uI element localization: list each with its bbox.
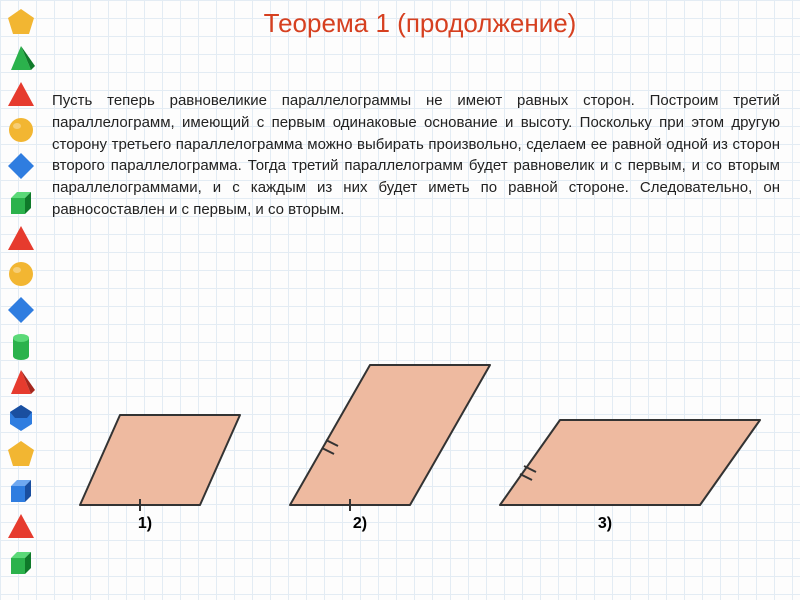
- parallelogram-1: 1): [80, 415, 240, 532]
- triangle-icon: [5, 222, 37, 254]
- sphere-icon: [5, 114, 37, 146]
- decorative-shape-sidebar: [0, 0, 42, 600]
- slide-page: Теорема 1 (продолжение) Пусть теперь рав…: [0, 0, 800, 600]
- parallelogram-3: 3): [500, 420, 760, 532]
- cylinder-icon: [5, 330, 37, 362]
- sphere-icon: [5, 258, 37, 290]
- pentagon-icon: [5, 6, 37, 38]
- theorem-body-text: Пусть теперь равновеликие параллелограмм…: [52, 90, 780, 221]
- figure-label-1: 1): [138, 515, 152, 532]
- cube-icon: [5, 546, 37, 578]
- triangle-icon: [5, 510, 37, 542]
- diamond-icon: [5, 150, 37, 182]
- pyramid-icon: [5, 366, 37, 398]
- figure-label-2: 2): [353, 515, 367, 532]
- cube-icon: [5, 186, 37, 218]
- slide-title: Теорема 1 (продолжение): [60, 8, 780, 39]
- diamond-icon: [5, 294, 37, 326]
- cube-icon: [5, 474, 37, 506]
- dodeca-icon: [5, 402, 37, 434]
- pentagon-icon: [5, 438, 37, 470]
- parallelogram-figures: 1) 2) 3): [60, 350, 770, 560]
- pyramid-icon: [5, 42, 37, 74]
- parallelogram-2: 2): [290, 365, 490, 532]
- figure-label-3: 3): [598, 515, 612, 532]
- triangle-icon: [5, 78, 37, 110]
